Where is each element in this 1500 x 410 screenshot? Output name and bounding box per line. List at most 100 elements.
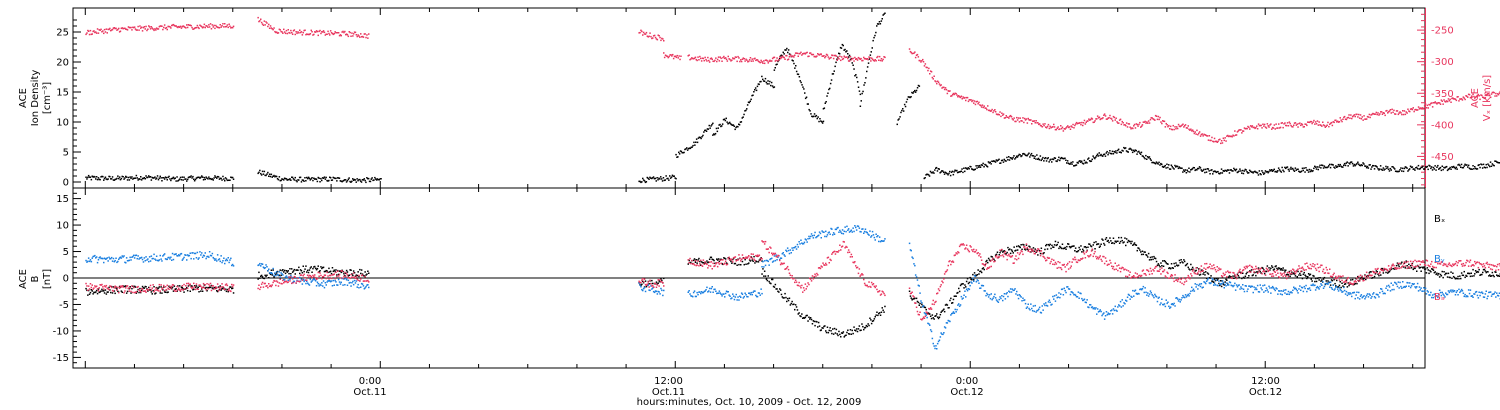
by-point (172, 258, 175, 261)
velocity-point (95, 32, 98, 34)
velocity-point (288, 31, 290, 34)
velocity-point (202, 26, 205, 28)
velocity-point (220, 26, 222, 28)
density-point (345, 181, 348, 183)
velocity-point (291, 31, 293, 34)
bx-point (848, 333, 851, 335)
by-point (798, 241, 800, 243)
bx-point (1181, 261, 1183, 263)
velocity-point (1211, 136, 1213, 139)
density-point (358, 178, 360, 181)
density-point (949, 170, 951, 173)
by-point (847, 229, 849, 231)
density-point (1100, 153, 1102, 156)
bx-point (1478, 268, 1480, 271)
velocity-point (1061, 126, 1064, 129)
bx-point (1089, 243, 1091, 245)
bx-point (1300, 274, 1302, 276)
density-point (758, 83, 760, 86)
bx-point (275, 272, 278, 274)
by-point (285, 275, 288, 277)
density-point (810, 113, 812, 115)
by-point (1124, 303, 1126, 305)
density-point (291, 176, 294, 179)
velocity-point (1010, 116, 1013, 118)
velocity-point (1373, 113, 1376, 115)
velocity-point (1407, 108, 1409, 110)
density-point (1457, 164, 1459, 166)
by-point (995, 299, 998, 301)
by-point (716, 292, 718, 295)
density-point (306, 176, 308, 179)
velocity-point (958, 95, 960, 97)
velocity-point (802, 53, 804, 55)
bx-point (1470, 272, 1472, 274)
density-point (1496, 161, 1499, 164)
by-point (103, 257, 106, 259)
velocity-point (1357, 116, 1359, 118)
by-point (1235, 284, 1238, 286)
velocity-point (136, 29, 138, 31)
velocity-point (1426, 104, 1429, 107)
velocity-point (111, 28, 114, 31)
velocity-point (125, 28, 127, 30)
by-point (1164, 305, 1167, 308)
bx-point (340, 271, 342, 274)
by-point (861, 228, 863, 230)
velocity-point (756, 59, 758, 61)
density-point (827, 92, 829, 94)
density-point (1409, 165, 1412, 167)
density-point (201, 175, 203, 177)
bx-point (1099, 245, 1101, 247)
bx-point (1032, 247, 1035, 249)
by-point (289, 278, 291, 281)
velocity-point (986, 108, 988, 111)
bx-point (1074, 250, 1076, 252)
density-point (717, 127, 719, 129)
velocity-point (1082, 124, 1084, 127)
density-point (1441, 165, 1443, 167)
bx-point (1347, 282, 1349, 284)
bx-point (1289, 275, 1291, 278)
density-point (355, 181, 357, 183)
by-point (266, 266, 268, 268)
bx-point (1487, 271, 1489, 273)
bx-point (317, 265, 319, 267)
by-point (1085, 301, 1087, 304)
velocity-point (1208, 135, 1211, 137)
bx-point (96, 292, 99, 295)
density-point (992, 160, 994, 163)
density-point (899, 116, 901, 118)
density-point (266, 173, 268, 175)
bx-point (844, 334, 846, 337)
bx-point (314, 265, 316, 268)
density-point (1319, 164, 1321, 167)
bx-point (171, 286, 174, 289)
density-point (727, 123, 729, 125)
bx-point (998, 254, 1000, 256)
density-point (748, 101, 751, 104)
density-point (170, 179, 172, 182)
by-point (1061, 288, 1064, 290)
velocity-point (1333, 121, 1335, 124)
velocity-point (859, 58, 861, 60)
bx-point (1407, 267, 1409, 269)
density-point (880, 20, 883, 22)
bx-point (1365, 275, 1368, 278)
bx-point (858, 325, 861, 327)
velocity-point (1053, 123, 1055, 126)
density-point (1306, 169, 1308, 171)
velocity-point (1093, 121, 1095, 123)
density-point (1469, 168, 1472, 170)
density-point (138, 178, 140, 180)
velocity-point (1082, 122, 1085, 124)
density-point (1007, 159, 1009, 161)
velocity-point (1091, 118, 1094, 120)
bx-point (1173, 262, 1175, 265)
velocity-point (1069, 128, 1072, 130)
density-point (113, 179, 116, 181)
density-point (1048, 161, 1050, 163)
density-point (380, 178, 382, 180)
bx-point (291, 268, 293, 270)
bx-point (1144, 251, 1146, 253)
